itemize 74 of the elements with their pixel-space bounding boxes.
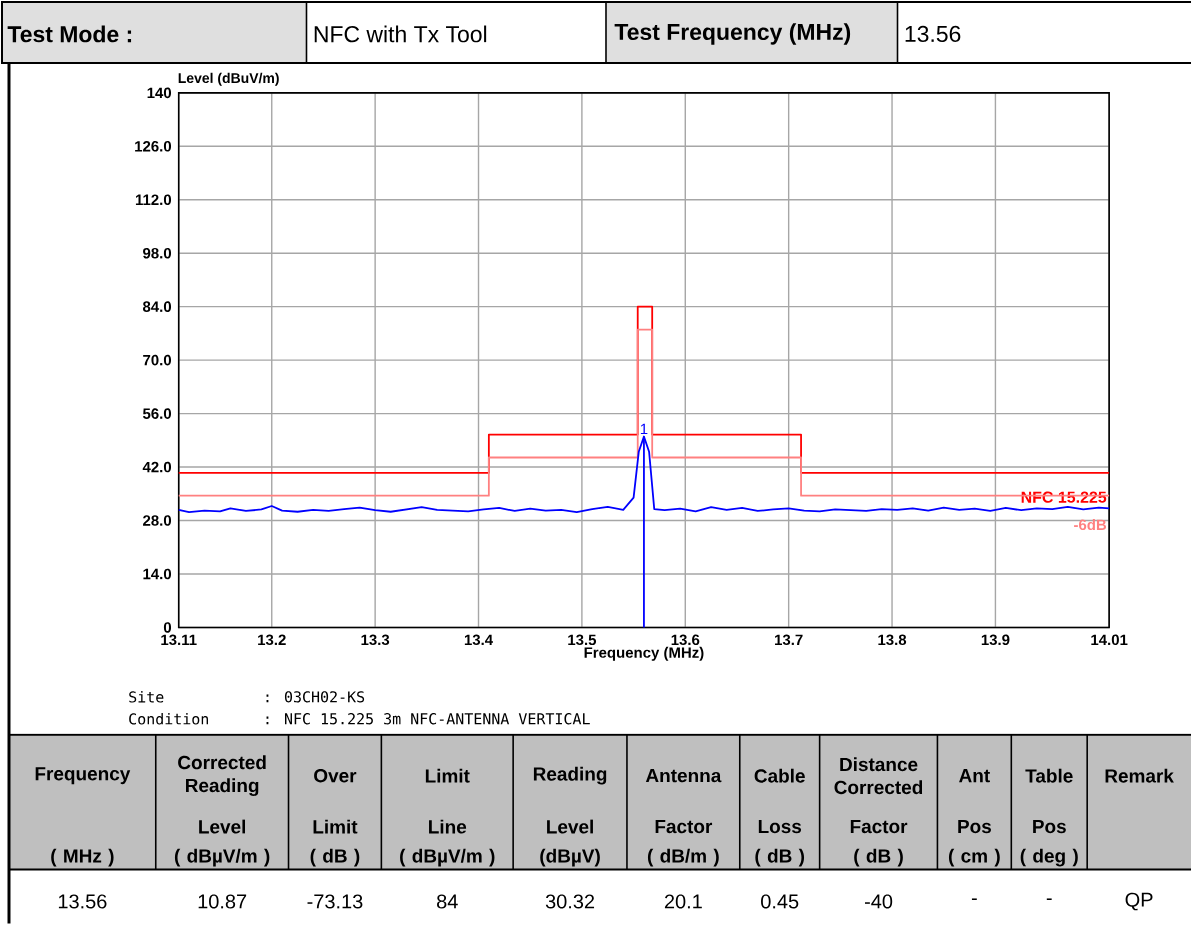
- y-tick-label: 140: [147, 87, 172, 99]
- text: ( dB ): [854, 848, 903, 867]
- text: ( MHz ): [51, 848, 114, 867]
- x-tick-label: 13.7: [775, 634, 803, 646]
- x-tick-label: 14.01: [1091, 634, 1128, 646]
- text: Cable: [754, 768, 805, 783]
- text: Factor: [655, 820, 713, 834]
- text: : 03CH02-KS: [266, 691, 365, 703]
- y-tick-label: 112.0: [135, 194, 172, 206]
- text: Loss: [758, 820, 802, 834]
- text: ( dBµV/m ): [174, 848, 270, 867]
- x-tick-label: 13.5: [568, 634, 597, 646]
- text: ( dB/m ): [647, 848, 719, 867]
- text: Limit: [425, 768, 470, 783]
- series-label: -6dB: [1074, 519, 1107, 531]
- text: Limit: [313, 819, 358, 834]
- text: Ant: [959, 769, 990, 783]
- text: -: [1046, 898, 1052, 901]
- text: ( dBµV/m ): [400, 848, 495, 867]
- y-tick-label: 126.0: [135, 141, 172, 152]
- text: QP: [1125, 892, 1153, 911]
- text: Frequency: [35, 767, 131, 785]
- text: 13.56: [58, 894, 107, 909]
- text: Factor: [850, 820, 908, 834]
- y-axis-title: Level (dBuV/m): [178, 72, 279, 86]
- text: 20.1: [664, 894, 702, 909]
- text: : NFC 15.225 3m NFC-ANTENNA VERTICAL: [266, 713, 590, 725]
- text: 10.87: [198, 894, 247, 909]
- x-tick-label: 13.3: [361, 634, 390, 646]
- text: Test Mode :: [7, 25, 132, 43]
- text: Line: [429, 819, 467, 834]
- text: Pos: [1033, 820, 1066, 834]
- y-tick-label: 42.0: [142, 461, 172, 473]
- text: Pos: [958, 820, 991, 834]
- x-axis-title: Frequency (MHz): [584, 646, 704, 661]
- x-tick-label: 13.4: [464, 634, 493, 646]
- text: Corrected Reading: [178, 755, 266, 797]
- y-tick-label: 14.0: [143, 568, 172, 580]
- text: Distance Corrected: [834, 757, 923, 795]
- text: ( dB ): [755, 848, 805, 867]
- text: Remark: [1105, 768, 1174, 783]
- x-tick-label: 13.9: [981, 634, 1010, 646]
- text: Test Frequency (MHz): [614, 23, 851, 45]
- text: Level: [547, 819, 593, 834]
- x-tick-label: 13.6: [671, 634, 700, 646]
- text: NFC with Tx Tool: [314, 25, 487, 43]
- x-tick-label: 13.2: [258, 634, 286, 646]
- y-tick-label: 28.0: [143, 515, 172, 526]
- text: 0.45: [761, 894, 799, 909]
- text: Reading: [533, 766, 607, 785]
- y-tick-label: 84.0: [142, 301, 172, 313]
- text: ( deg ): [1020, 848, 1078, 867]
- x-tick-label: 13.11: [161, 634, 197, 646]
- text: -: [971, 898, 977, 901]
- y-tick-label: 70.0: [143, 354, 172, 366]
- text: ( cm ): [948, 848, 1000, 867]
- text: Over: [314, 769, 357, 783]
- text: Table: [1025, 768, 1073, 783]
- text: (dBµV): [540, 848, 600, 867]
- y-tick-label: 0: [163, 622, 172, 633]
- text: -73.13: [307, 894, 363, 909]
- text: 13.56: [905, 25, 961, 43]
- annotation: 1: [640, 423, 648, 435]
- y-tick-label: 56.0: [142, 408, 172, 419]
- text: Site: [129, 691, 164, 703]
- x-tick-label: 13.8: [878, 634, 907, 646]
- text: Antenna: [645, 769, 722, 783]
- text: Condition: [129, 713, 208, 725]
- text: Level: [199, 819, 246, 834]
- y-tick-label: 98.0: [143, 247, 172, 259]
- text: -40: [864, 894, 893, 909]
- text: ( dB ): [310, 848, 360, 867]
- text: 84: [437, 894, 458, 909]
- text: 30.32: [545, 894, 595, 909]
